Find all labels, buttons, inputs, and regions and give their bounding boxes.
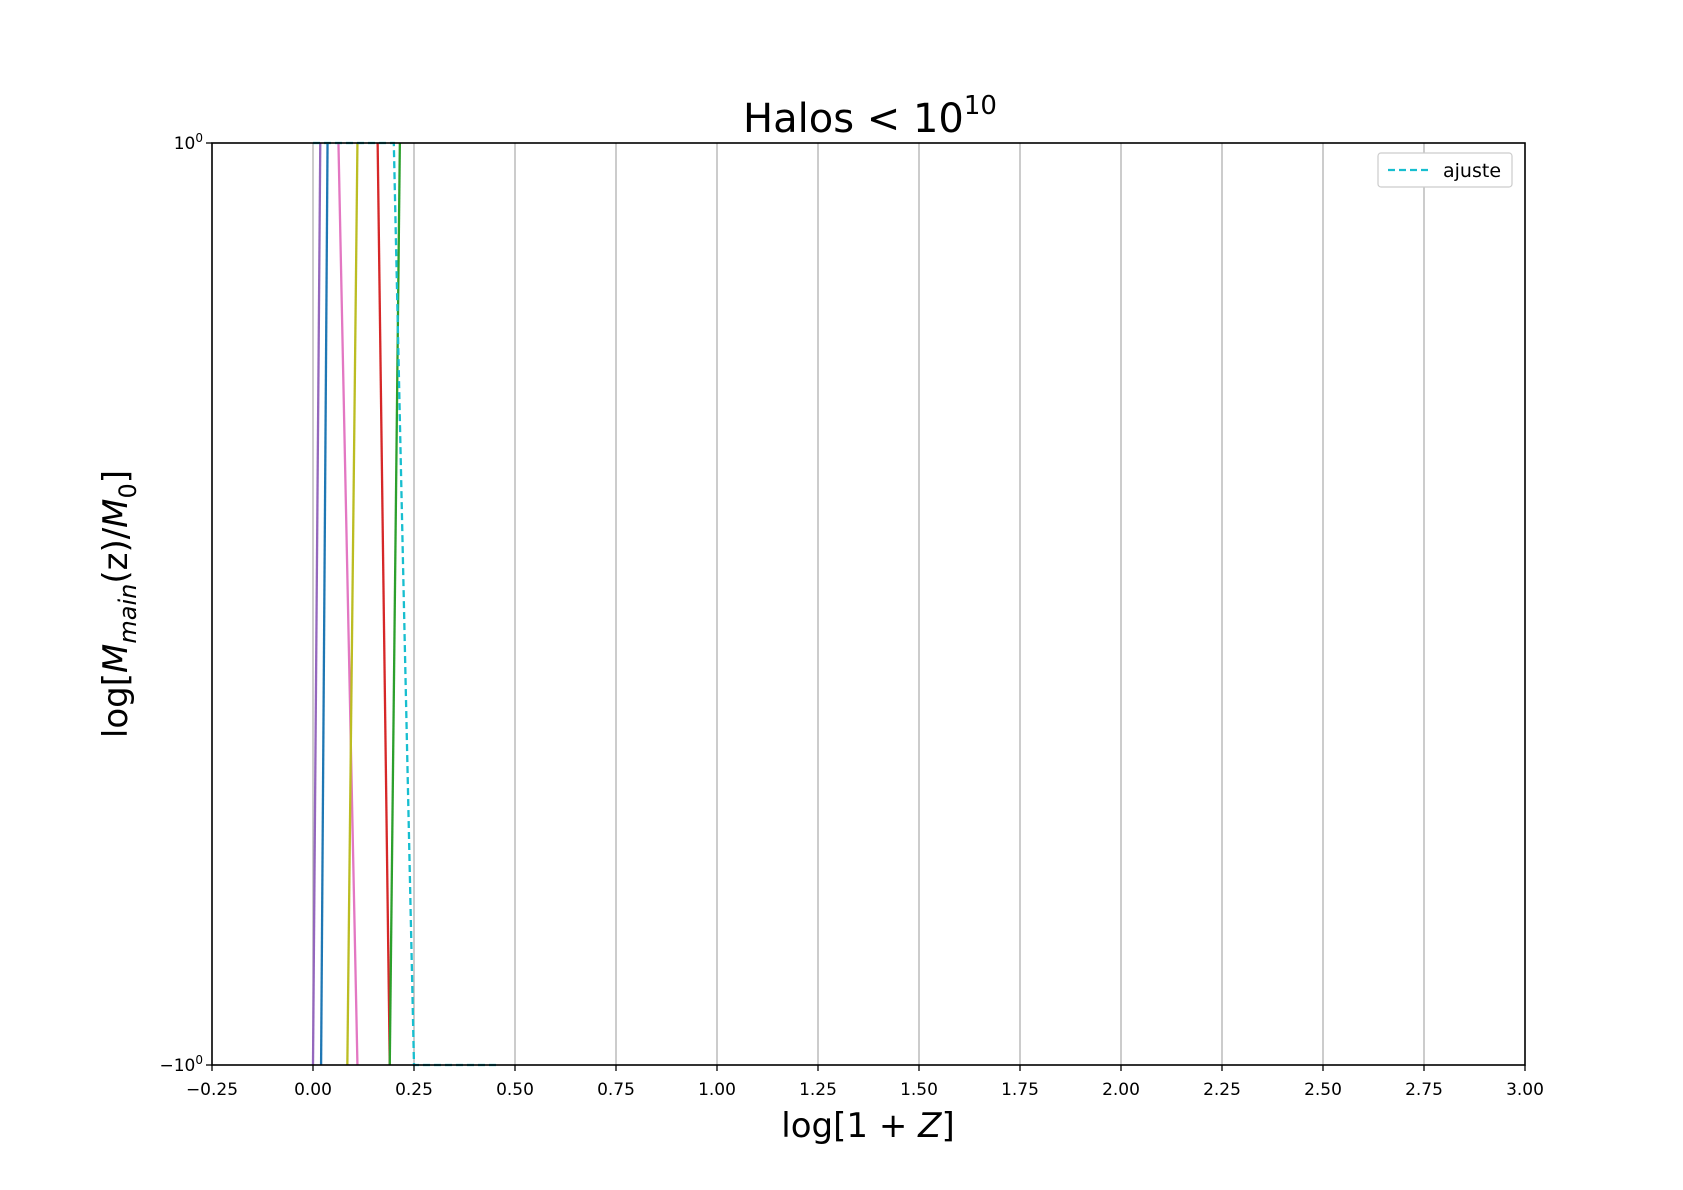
y-axis-label: log[Mmain(z)/M0] — [96, 470, 142, 738]
plot-area-frame — [211, 142, 1526, 1066]
x-tick-label: 1.50 — [900, 1080, 938, 1100]
series-line-1 — [311, 142, 322, 1066]
x-tick-label: −0.25 — [186, 1080, 238, 1100]
legend-label-ajuste: ajuste — [1443, 160, 1501, 182]
x-axis-label: log[1 + Z] — [781, 1106, 954, 1146]
x-axis: −0.25 0.00 0.25 0.50 0.75 1.00 1.25 1.50 1.75 2.0… — [186, 1065, 1544, 1100]
series-line-5 — [376, 142, 391, 1066]
x-tick-label: 1.75 — [1001, 1080, 1039, 1100]
y-tick-label: −100 — [159, 1053, 203, 1076]
series-line-3 — [337, 142, 359, 1066]
y-tick-label: 100 — [174, 131, 203, 154]
legend: ajuste — [1377, 152, 1513, 188]
x-tick-label: 0.25 — [395, 1080, 433, 1100]
x-tick-label: 3.00 — [1506, 1080, 1544, 1100]
x-tick-label: 1.25 — [799, 1080, 837, 1100]
chart-title: Halos < 1010 — [743, 91, 997, 142]
x-tick-label: 0.00 — [294, 1080, 332, 1100]
x-tick-label: 2.25 — [1203, 1080, 1241, 1100]
series-line-2 — [319, 142, 329, 1066]
x-tick-label: 2.50 — [1304, 1080, 1342, 1100]
x-tick-label: 1.00 — [698, 1080, 736, 1100]
x-tick-label: 0.75 — [597, 1080, 635, 1100]
y-axis: 100 −100 — [159, 131, 212, 1076]
x-tick-label: 2.00 — [1102, 1080, 1140, 1100]
x-tick-label: 0.50 — [496, 1080, 534, 1100]
series-line-4 — [346, 142, 359, 1066]
x-tick-label: 2.75 — [1405, 1080, 1443, 1100]
legend-box — [1377, 152, 1513, 188]
grid-lines — [312, 143, 1425, 1065]
